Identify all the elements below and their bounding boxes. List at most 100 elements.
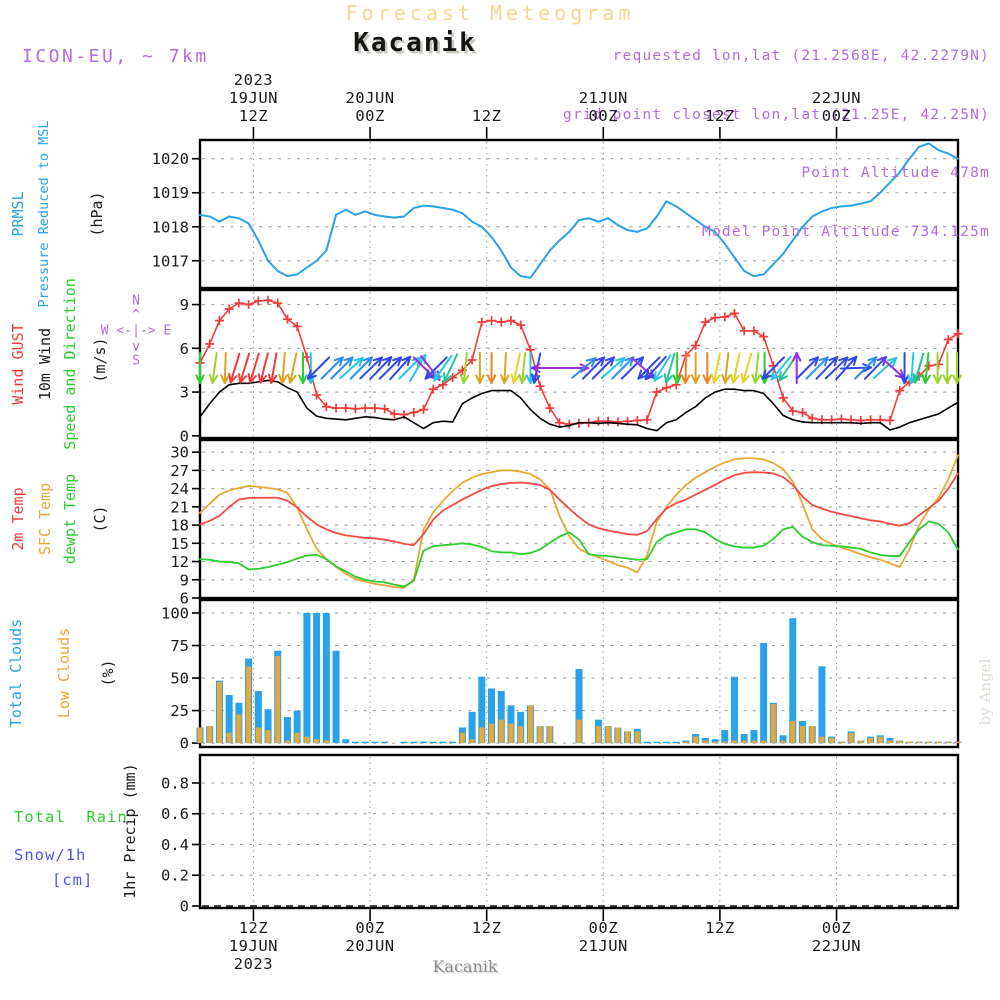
time-tick-label: 22JUN xyxy=(811,89,862,107)
y-tick-label: 18 xyxy=(170,517,189,535)
compass-arrow-up: ^ xyxy=(132,307,140,323)
pressure-axis-unit: (hPa) xyxy=(88,191,106,237)
low-cloud-bar xyxy=(751,740,757,744)
low-cloud-bar xyxy=(469,739,475,744)
wind-direction-arrow xyxy=(724,352,730,384)
time-tick-label: 12Z xyxy=(471,919,502,937)
time-tick-label: 19JUN xyxy=(228,89,279,107)
time-tick-label: 22JUN xyxy=(811,937,862,955)
time-tick-label: 19JUN xyxy=(228,937,279,955)
time-tick-label: 2023 xyxy=(233,71,274,89)
precip-snow-label: Snow/1h xyxy=(14,846,87,864)
y-tick-label: 24 xyxy=(170,480,189,498)
time-tick-label: 20JUN xyxy=(345,937,395,955)
info-closest-lonlat: grid point closest lon,lat (21.25E, 42.2… xyxy=(563,106,990,123)
wind-direction-arrow xyxy=(330,356,354,380)
time-tick-label: 00Z xyxy=(821,919,852,937)
total-cloud-bar xyxy=(303,613,311,744)
total-cloud-bar xyxy=(643,741,651,744)
time-tick-label: 00Z xyxy=(355,107,385,125)
y-tick-label: 27 xyxy=(170,462,189,480)
low-cloud-bar xyxy=(800,726,806,744)
wind-direction-arrow xyxy=(732,352,741,384)
total-cloud-bar xyxy=(322,613,330,744)
total-cloud-bar xyxy=(361,741,369,744)
total-cloud-bar xyxy=(400,741,408,744)
wind-direction-arrow xyxy=(389,355,412,381)
wind-axis-unit: (m/s) xyxy=(91,337,109,383)
info-point-altitude: Point Altitude 478m xyxy=(801,165,990,181)
clouds-low-label: Low Clouds xyxy=(55,627,73,719)
low-cloud-bar xyxy=(625,731,631,744)
y-tick-label: 1017 xyxy=(152,252,189,270)
wind-direction-arrow xyxy=(249,352,260,384)
credit: by Angel xyxy=(976,658,994,726)
low-cloud-bar xyxy=(683,741,689,744)
clouds-axis-unit: (%) xyxy=(99,659,117,687)
total-cloud-bar xyxy=(283,717,291,744)
total-cloud-bar xyxy=(789,618,797,744)
y-tick-label: 0 xyxy=(180,898,189,916)
wind-direction-arrow xyxy=(761,356,785,380)
y-tick-label: 1018 xyxy=(152,218,189,236)
pressure-axis-desc: Pressure Reduced to MSL xyxy=(36,120,52,308)
wind-direction-arrow xyxy=(653,354,672,382)
total-cloud-bar xyxy=(332,650,340,744)
wind-direction-arrow xyxy=(339,356,364,380)
y-tick-label: 6 xyxy=(180,590,189,608)
low-cloud-bar xyxy=(489,723,495,744)
wind-direction-arrow xyxy=(433,354,453,382)
wind-direction-arrow xyxy=(211,352,218,384)
wind-direction-arrow xyxy=(824,356,849,380)
low-cloud-bar xyxy=(838,741,844,744)
wind-direction-arrow xyxy=(620,356,645,380)
total-cloud-bar xyxy=(429,741,437,744)
time-tick-label: 12Z xyxy=(238,107,269,125)
y-tick-label: 0.8 xyxy=(161,774,189,792)
time-tick-label: 00Z xyxy=(355,919,385,937)
info-model-altitude: Model Point Altitude 734.125m xyxy=(702,223,990,240)
wind-direction-arrow xyxy=(910,352,915,384)
total-cloud-bar xyxy=(351,741,359,744)
total-cloud-bar xyxy=(468,711,476,744)
wind-direction-arrow xyxy=(369,356,393,380)
low-cloud-bar xyxy=(323,740,329,744)
total-cloud-bar xyxy=(575,668,583,744)
y-tick-label: 25 xyxy=(170,702,189,720)
low-cloud-bar xyxy=(595,726,601,744)
time-tick-label: 00Z xyxy=(588,107,619,125)
wind-direction-arrow xyxy=(223,352,227,384)
total-cloud-bar xyxy=(371,741,379,744)
model-label: ICON-EU, ~ 7km xyxy=(22,46,209,67)
total-cloud-bar xyxy=(653,741,661,744)
total-cloud-bar xyxy=(439,741,447,744)
wind-direction-arrow xyxy=(863,356,887,380)
low-cloud-bar xyxy=(547,726,553,744)
info-requested-lonlat: requested lon,lat (21.2568E, 42.2279N) xyxy=(612,48,990,64)
low-cloud-bar xyxy=(722,741,728,744)
low-cloud-bar xyxy=(790,720,796,744)
wind-direction-arrow xyxy=(349,356,373,380)
low-cloud-bar xyxy=(459,732,465,744)
low-cloud-bar xyxy=(780,740,786,744)
low-cloud-bar xyxy=(731,740,737,744)
y-tick-label: 100 xyxy=(161,605,189,623)
wind-direction-arrow xyxy=(805,356,829,380)
wind-direction-arrow xyxy=(378,356,403,380)
low-cloud-bar xyxy=(955,741,961,744)
precip-axis-unit: 1hr Precip (mm) xyxy=(121,763,139,899)
low-cloud-bar xyxy=(216,681,222,744)
wind-direction-arrow xyxy=(591,356,615,380)
wind-direction-arrow xyxy=(359,356,383,380)
low-cloud-bar xyxy=(887,740,893,744)
wind-direction-arrow xyxy=(637,356,661,380)
wind-direction-arrow xyxy=(611,356,635,380)
total-cloud-bar xyxy=(730,676,738,744)
wind-direction-arrow xyxy=(259,352,269,384)
wind-direction-arrow xyxy=(281,352,286,384)
watermark-title: Forecast Meteogram xyxy=(345,1,635,25)
y-tick-label: 15 xyxy=(170,535,189,553)
wind-direction-arrow xyxy=(872,356,898,380)
